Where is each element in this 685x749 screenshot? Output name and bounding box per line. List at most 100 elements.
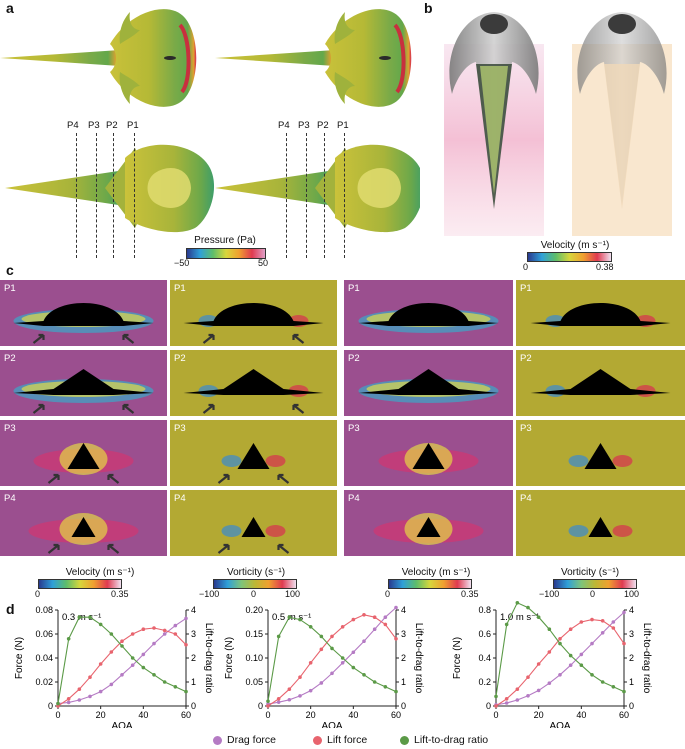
data-point xyxy=(77,687,82,691)
y2-tick-label: 1 xyxy=(629,677,634,687)
data-point xyxy=(130,663,135,667)
x-tick-label: 40 xyxy=(576,710,586,720)
data-point xyxy=(141,652,146,657)
data-point xyxy=(504,701,509,705)
data-point xyxy=(504,622,509,627)
legend-ratio-label: Lift-to-drag ratio xyxy=(414,734,489,746)
y-axis-label: Force (N) xyxy=(224,637,235,679)
row-label: P3 xyxy=(348,423,360,434)
data-point xyxy=(494,704,498,708)
velocity-b-colorbar-max: 0.38 xyxy=(596,262,614,272)
cross-section-cell: P4 xyxy=(344,490,513,556)
flow-arrow xyxy=(32,333,45,344)
data-point xyxy=(88,675,92,679)
legend-ratio: Lift-to-drag ratio xyxy=(400,734,488,746)
legend-lift-label: Lift force xyxy=(327,734,368,746)
flow-arrow xyxy=(47,473,60,484)
data-point xyxy=(109,632,114,636)
series-line xyxy=(267,616,397,702)
data-point xyxy=(558,637,562,641)
body-section xyxy=(13,369,154,395)
data-point xyxy=(372,680,377,684)
data-point xyxy=(340,656,345,660)
flow-arrow xyxy=(277,473,290,484)
data-point xyxy=(120,673,124,677)
x-tick-label: 0 xyxy=(265,710,270,720)
data-point xyxy=(173,685,178,689)
data-point xyxy=(298,675,302,679)
data-point xyxy=(536,688,541,693)
plane-label-p3-left: P3 xyxy=(88,120,100,131)
y2-tick-label: 2 xyxy=(401,653,406,663)
flow-arrow xyxy=(32,403,45,414)
x-tick-label: 20 xyxy=(96,710,106,720)
vortex-blob xyxy=(612,455,633,467)
flow-arrow xyxy=(217,543,230,554)
y2-tick-label: 0 xyxy=(191,701,196,711)
data-point xyxy=(173,623,178,628)
y-tick-label: 0.2 xyxy=(478,677,491,687)
data-point xyxy=(394,637,398,641)
row-label: P1 xyxy=(520,283,532,294)
data-point xyxy=(611,620,616,624)
data-point xyxy=(66,700,71,705)
vortex-blob xyxy=(265,455,286,467)
plane-label-p2-right: P2 xyxy=(317,120,329,131)
data-point xyxy=(56,701,60,706)
data-point xyxy=(600,680,605,684)
y-tick-label: 0.8 xyxy=(478,605,491,615)
y2-tick-label: 3 xyxy=(191,629,196,639)
data-point xyxy=(494,694,498,699)
data-point xyxy=(515,698,520,702)
row-label: P1 xyxy=(4,283,16,294)
y-tick-label: 0.04 xyxy=(35,653,53,663)
c-colorbar4-title: Vorticity (s⁻¹) xyxy=(560,567,620,578)
c-colorbar2-min: −100 xyxy=(199,589,220,599)
data-point xyxy=(622,610,626,615)
data-point xyxy=(109,650,114,654)
data-point xyxy=(362,673,366,677)
data-point xyxy=(130,656,135,660)
x-tick-label: 0 xyxy=(55,710,60,720)
row-label: P4 xyxy=(174,493,186,504)
vortex-blob xyxy=(568,525,589,537)
data-point xyxy=(319,681,324,685)
cross-section-cell: P4 xyxy=(516,490,685,556)
flow-arrow xyxy=(202,403,215,414)
cross-section-cell: P3 xyxy=(516,420,685,486)
plane-line-p1-left xyxy=(134,133,135,258)
flow-arrow xyxy=(292,333,305,344)
flow-arrow xyxy=(47,543,60,554)
data-point xyxy=(319,647,324,652)
data-point xyxy=(276,697,281,701)
data-point xyxy=(622,641,626,646)
plane-line-p3-right xyxy=(306,133,307,258)
c-colorbar4 xyxy=(553,579,637,589)
c-colorbar1-max: 0.35 xyxy=(111,589,129,599)
plane-line-p4-left xyxy=(76,133,77,258)
row-label: P3 xyxy=(520,423,532,434)
data-point xyxy=(600,631,605,635)
cross-section-cell: P2 xyxy=(344,350,513,416)
plane-line-p1-right xyxy=(344,133,345,258)
data-point xyxy=(611,626,616,630)
body-section xyxy=(241,517,266,537)
flow-arrow xyxy=(122,403,135,414)
data-point xyxy=(120,639,124,643)
plane-label-p2-left: P2 xyxy=(106,120,118,131)
data-point xyxy=(287,615,292,619)
y2-tick-label: 3 xyxy=(401,629,406,639)
c-colorbar3-title: Velocity (m s⁻¹) xyxy=(401,567,471,578)
data-point xyxy=(88,694,92,699)
panel-b-streamlines xyxy=(444,12,672,236)
body-section xyxy=(584,443,617,469)
data-point xyxy=(330,634,334,639)
cross-section-cell: P1 xyxy=(344,280,513,346)
panel-a-renderings xyxy=(0,7,420,233)
y2-tick-label: 2 xyxy=(629,653,634,663)
data-point xyxy=(622,689,626,694)
data-point xyxy=(372,615,377,619)
data-point xyxy=(77,698,82,702)
row-label: P4 xyxy=(4,493,16,504)
